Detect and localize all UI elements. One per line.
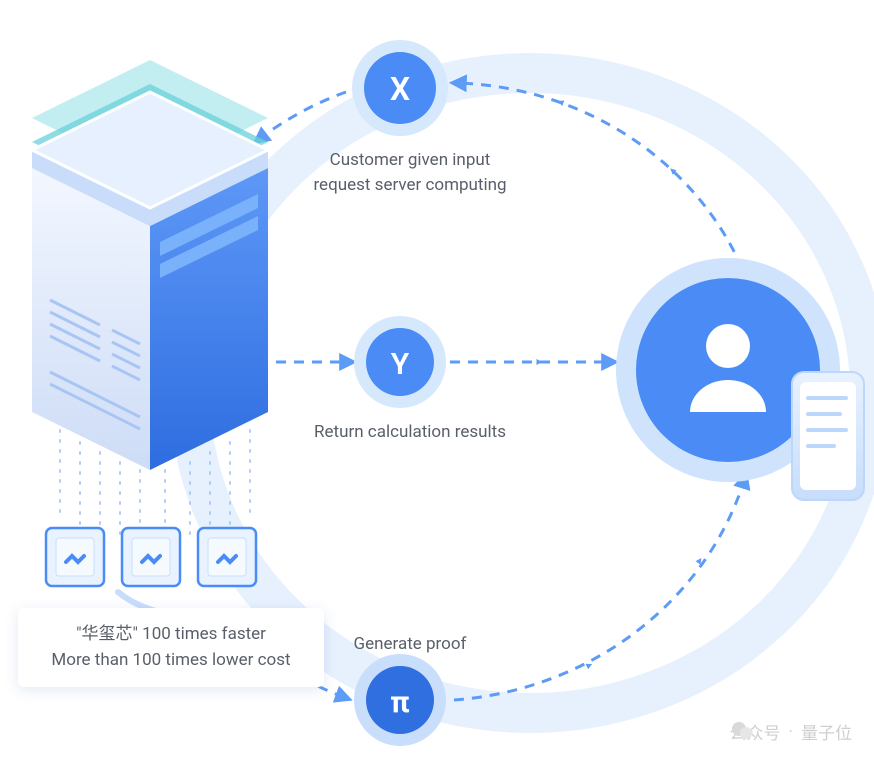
- callout-chip: "华玺芯" 100 times faster More than 100 tim…: [18, 608, 324, 687]
- caption-y: Return calculation results: [300, 420, 520, 445]
- server: [32, 60, 268, 542]
- caption-y-text: Return calculation results: [314, 422, 506, 442]
- caption-x: Customer given input request server comp…: [290, 148, 530, 197]
- wechat-icon: [730, 719, 754, 743]
- node-pi: π: [354, 654, 446, 746]
- node-x: X: [352, 40, 448, 136]
- callout-line1: "华玺芯" 100 times faster: [36, 622, 306, 648]
- chips: [46, 528, 256, 615]
- caption-pi-text: Generate proof: [354, 634, 467, 654]
- caption-pi: Generate proof: [320, 632, 500, 657]
- node-x-label: X: [390, 70, 410, 108]
- node-y-label: Y: [391, 347, 410, 382]
- caption-x-line2: request server computing: [290, 173, 530, 198]
- watermark: 公众号 · 量子位: [730, 719, 852, 744]
- caption-x-line1: Customer given input: [290, 148, 530, 173]
- node-pi-label: π: [390, 685, 409, 720]
- watermark-name: 量子位: [801, 719, 852, 744]
- watermark-dot: ·: [789, 722, 793, 742]
- phone: [792, 372, 864, 500]
- node-y: Y: [354, 316, 446, 408]
- callout-line2: More than 100 times lower cost: [36, 648, 306, 674]
- diagram-canvas: { "diagram": { "type": "flowchart", "bac…: [0, 0, 874, 762]
